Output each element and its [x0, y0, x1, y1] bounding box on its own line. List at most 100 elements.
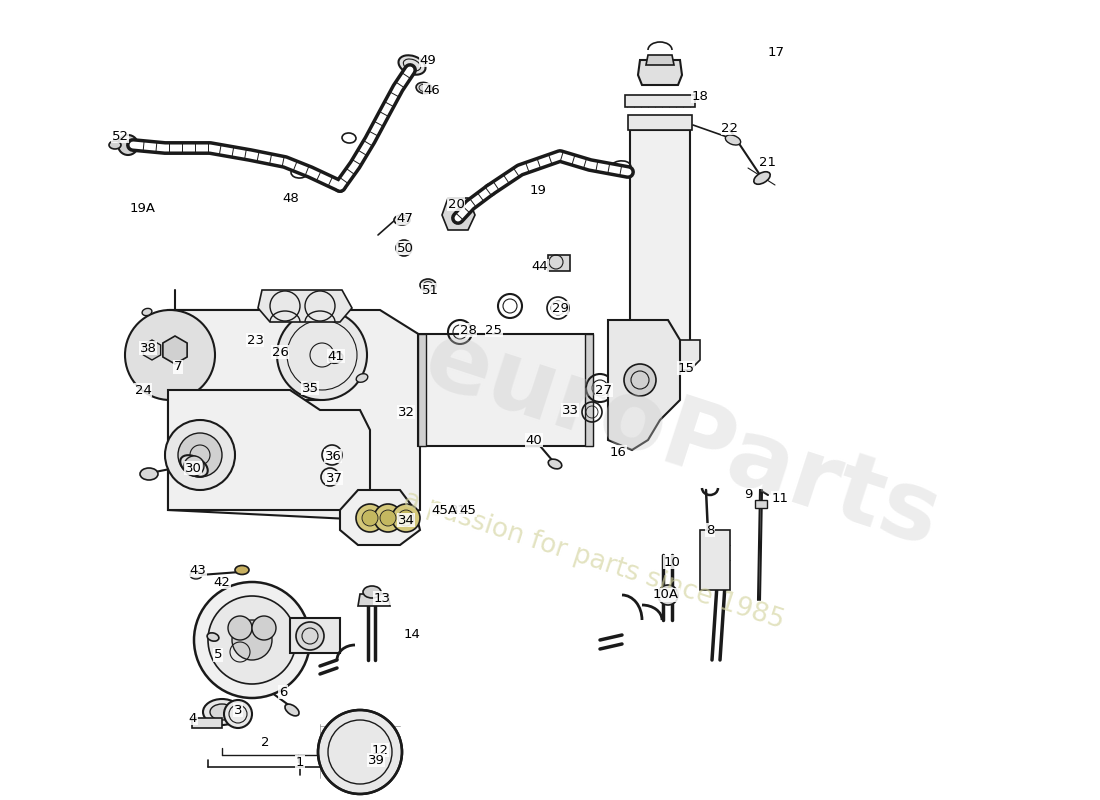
Text: 48: 48 [283, 191, 299, 205]
Text: 3: 3 [233, 703, 242, 717]
Polygon shape [168, 310, 420, 520]
Text: 45: 45 [460, 503, 476, 517]
Text: a passion for parts since 1985: a passion for parts since 1985 [400, 486, 788, 634]
Text: 7: 7 [174, 361, 183, 374]
Ellipse shape [416, 82, 432, 94]
Text: 43: 43 [189, 563, 207, 577]
Bar [418, 334, 426, 446]
Ellipse shape [754, 172, 770, 184]
Text: 33: 33 [561, 403, 579, 417]
Text: 47: 47 [397, 211, 414, 225]
Text: 51: 51 [421, 283, 439, 297]
Bar [628, 115, 692, 130]
Circle shape [208, 596, 296, 684]
Text: 15: 15 [678, 362, 694, 374]
Circle shape [228, 616, 252, 640]
Text: 6: 6 [278, 686, 287, 698]
Bar [418, 334, 593, 446]
Polygon shape [615, 340, 700, 370]
Circle shape [318, 710, 402, 794]
Text: 2: 2 [261, 735, 270, 749]
Ellipse shape [329, 353, 343, 363]
Ellipse shape [304, 382, 316, 390]
Text: 42: 42 [213, 575, 230, 589]
Polygon shape [638, 60, 682, 85]
Text: 34: 34 [397, 514, 415, 526]
Text: 38: 38 [140, 342, 156, 354]
Circle shape [658, 585, 678, 605]
Ellipse shape [140, 468, 158, 480]
Bar [192, 718, 222, 728]
Text: 11: 11 [771, 491, 789, 505]
Circle shape [396, 240, 412, 256]
Text: euroParts: euroParts [412, 313, 952, 567]
Ellipse shape [285, 704, 299, 716]
Polygon shape [358, 594, 390, 606]
Polygon shape [340, 490, 420, 545]
Ellipse shape [235, 566, 249, 574]
Text: 19A: 19A [130, 202, 156, 214]
Ellipse shape [109, 141, 121, 149]
Polygon shape [258, 290, 352, 322]
Ellipse shape [180, 455, 208, 477]
Circle shape [398, 510, 414, 526]
Polygon shape [168, 390, 370, 510]
Text: 9: 9 [744, 489, 752, 502]
Bar [290, 618, 340, 653]
Polygon shape [163, 336, 187, 364]
Text: 41: 41 [328, 350, 344, 362]
Circle shape [277, 310, 367, 400]
Text: 39: 39 [367, 754, 384, 766]
Text: 40: 40 [526, 434, 542, 446]
Text: 45A: 45A [431, 503, 456, 517]
Text: 20: 20 [448, 198, 464, 210]
Circle shape [356, 504, 384, 532]
Text: 1: 1 [296, 755, 305, 769]
Ellipse shape [363, 586, 381, 598]
Text: 36: 36 [324, 450, 341, 462]
Circle shape [118, 135, 138, 155]
Text: 50: 50 [397, 242, 414, 254]
Ellipse shape [356, 374, 367, 382]
Text: 27: 27 [595, 383, 613, 397]
Polygon shape [646, 55, 674, 65]
Ellipse shape [420, 279, 436, 291]
Text: 4: 4 [189, 711, 197, 725]
Ellipse shape [398, 55, 426, 74]
Polygon shape [143, 340, 161, 360]
Text: 18: 18 [692, 90, 708, 102]
Text: 35: 35 [301, 382, 319, 394]
Circle shape [362, 510, 378, 526]
Polygon shape [608, 320, 680, 450]
Bar [170, 310, 320, 400]
Bar [625, 95, 695, 107]
Text: 37: 37 [326, 471, 342, 485]
Ellipse shape [204, 699, 241, 725]
Circle shape [624, 364, 656, 396]
Text: 17: 17 [768, 46, 784, 58]
Text: 26: 26 [272, 346, 288, 358]
Ellipse shape [725, 135, 740, 145]
Text: 23: 23 [246, 334, 264, 346]
Text: 24: 24 [134, 383, 152, 397]
Circle shape [379, 510, 396, 526]
Text: 10A: 10A [653, 589, 679, 602]
Circle shape [648, 343, 672, 367]
Text: 22: 22 [722, 122, 738, 134]
Circle shape [232, 620, 272, 660]
Ellipse shape [548, 459, 562, 469]
Ellipse shape [394, 215, 410, 225]
Bar [548, 255, 570, 271]
Text: 29: 29 [551, 302, 569, 314]
Ellipse shape [210, 704, 234, 720]
Text: 52: 52 [111, 130, 129, 142]
Ellipse shape [142, 308, 152, 316]
Bar [630, 130, 690, 350]
Circle shape [184, 456, 204, 476]
Circle shape [165, 420, 235, 490]
Text: 30: 30 [185, 462, 201, 474]
Ellipse shape [207, 633, 219, 641]
Text: 44: 44 [531, 259, 549, 273]
Text: 21: 21 [759, 155, 777, 169]
Text: 5: 5 [213, 649, 222, 662]
